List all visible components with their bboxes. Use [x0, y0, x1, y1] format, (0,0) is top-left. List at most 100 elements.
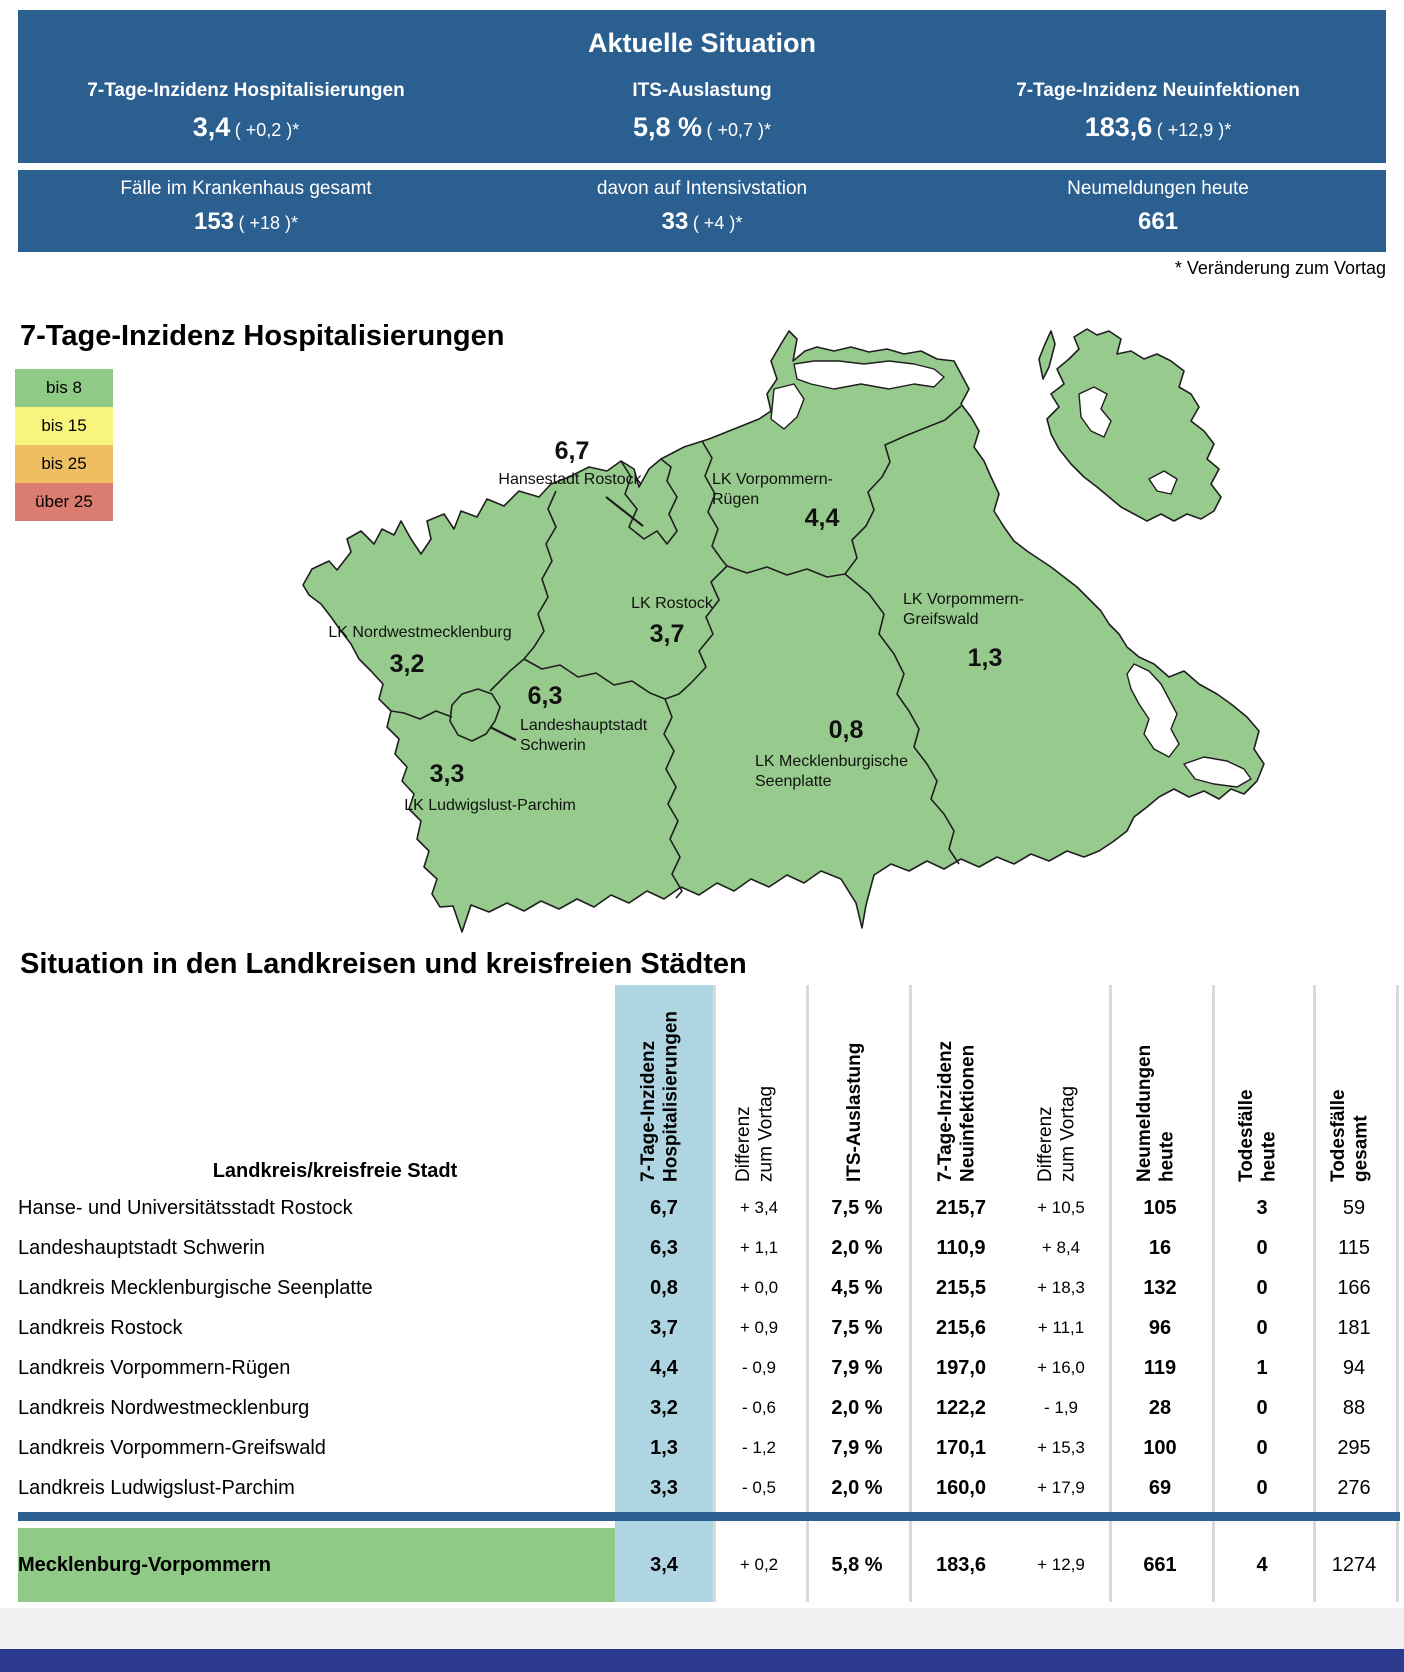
- stat-delta: ( +0,2 )*: [234, 120, 300, 140]
- col-header-deaths-today: Todesfälle heute: [1236, 1089, 1280, 1182]
- bottom-gray-band: [0, 1608, 1404, 1649]
- border-rostock-ludwigslust: [523, 658, 666, 700]
- cell-neu-inz: 170,1: [935, 1437, 987, 1459]
- map-label-schwerin: Landeshauptstadt Schwerin: [520, 717, 648, 754]
- col-header-deaths-total: Todesfälle gesamt: [1328, 1089, 1372, 1182]
- stat-value: 33 ( +4 )*: [474, 208, 930, 236]
- table-row: Landkreis Rostock 3,7 + 0,9 7,5 % 215,6 …: [0, 1308, 1404, 1348]
- stat-value: 3,4 ( +0,2 )*: [18, 112, 474, 143]
- cell-neu-inz: 183,6: [935, 1554, 987, 1576]
- legend-item-yellow: bis 15: [15, 407, 113, 445]
- map-label-vorpommern-greifswald: LK Vorpommern- Greifswald: [903, 591, 1024, 628]
- map-label-ludwigslust-parchim: LK Ludwigslust-Parchim: [404, 797, 576, 814]
- column-divider: [1313, 985, 1316, 1602]
- border-ludwigslust-seenplatte: [663, 698, 683, 899]
- border-ruegen-seenplatte: [726, 565, 846, 578]
- border-ruegen-greifswald: [844, 405, 962, 575]
- cell-neu-diff: + 15,3: [1037, 1438, 1085, 1457]
- cell-neu-diff: + 11,1: [1037, 1318, 1085, 1337]
- cell-its: 2,0 %: [831, 1237, 883, 1259]
- map-value-seenplatte: 0,8: [828, 716, 864, 744]
- row-region: Landkreis Mecklenburgische Seenplatte: [18, 1277, 373, 1299]
- legend-item-orange: bis 25: [15, 445, 113, 483]
- cell-tode-heute: 4: [1256, 1554, 1268, 1576]
- total-row-highlight: [18, 1528, 615, 1602]
- pointer-line-rostock: [605, 496, 644, 527]
- map-svg: [302, 328, 1265, 933]
- stat-number: 661: [1137, 208, 1179, 235]
- cell-tode-gesamt: 59: [1342, 1197, 1366, 1219]
- cell-hosp-diff: + 0,9: [739, 1318, 779, 1337]
- stat-value: 153 ( +18 )*: [18, 208, 474, 236]
- col-header-hosp-diff: Differenz zum Vortag: [733, 1085, 777, 1182]
- cell-hosp: 4,4: [650, 1357, 678, 1379]
- map-label-seenplatte: LK Mecklenburgische Seenplatte: [755, 753, 908, 790]
- cell-its: 2,0 %: [831, 1477, 883, 1499]
- cell-its: 2,0 %: [831, 1397, 883, 1419]
- col-header-icu-load: ITS-Auslastung: [844, 1042, 865, 1182]
- stat-label: 7-Tage-Inzidenz Neuinfektionen: [1016, 80, 1300, 101]
- current-situation-panel-row2: Fälle im Krankenhaus gesamt 153 ( +18 )*…: [18, 170, 1386, 252]
- cell-tode-heute: 0: [1256, 1317, 1268, 1339]
- cell-its: 7,9 %: [831, 1357, 883, 1379]
- cell-tode-gesamt: 276: [1337, 1477, 1371, 1499]
- cell-its: 7,5 %: [831, 1317, 883, 1339]
- stat-label: Neumeldungen heute: [1067, 178, 1249, 199]
- cell-neumeld: 105: [1143, 1197, 1177, 1219]
- column-divider: [1109, 985, 1112, 1602]
- map-value-ludwigslust-parchim: 3,3: [429, 760, 465, 788]
- stat-number: 33: [661, 208, 689, 235]
- table-total-row: Mecklenburg-Vorpommern 3,4 + 0,2 5,8 % 1…: [0, 1528, 1404, 1602]
- cell-neu-inz: 215,7: [935, 1197, 987, 1219]
- border-seenplatte-greifswald: [844, 573, 960, 865]
- cell-neu-diff: + 16,0: [1037, 1358, 1085, 1377]
- table-row: Hanse- und Universitätsstadt Rostock 6,7…: [0, 1188, 1404, 1228]
- stat-delta: ( +12,9 )*: [1156, 120, 1232, 140]
- row-header-label: Landkreis/kreisfreie Stadt: [212, 1160, 458, 1182]
- cell-its: 5,8 %: [831, 1554, 883, 1576]
- col-header-infection-incidence: 7-Tage-Inzidenz Neuinfektionen: [935, 1040, 979, 1182]
- map-label-nordwestmecklenburg: LK Nordwestmecklenburg: [328, 624, 512, 641]
- map-bodden-jasmund: [1078, 386, 1112, 438]
- cell-hosp-diff: + 3,4: [739, 1198, 779, 1217]
- row-region: Landkreis Rostock: [18, 1317, 183, 1339]
- cell-tode-gesamt: 115: [1338, 1237, 1370, 1259]
- border-nwm-schwerin: [489, 658, 525, 692]
- cell-hosp: 3,4: [650, 1554, 678, 1576]
- map-value-nordwestmecklenburg: 3,2: [389, 650, 425, 678]
- cell-hosp-diff: - 0,6: [741, 1398, 777, 1417]
- cell-neu-inz: 122,2: [935, 1397, 987, 1419]
- stat-number: 153: [193, 208, 235, 235]
- cell-hosp: 0,8: [650, 1277, 678, 1299]
- cell-tode-heute: 0: [1256, 1277, 1268, 1299]
- map-hiddensee-island: [1038, 330, 1056, 380]
- border-rostock-seenplatte: [664, 565, 728, 700]
- cell-neu-inz: 215,6: [935, 1317, 987, 1339]
- table-row: Landkreis Mecklenburgische Seenplatte 0,…: [0, 1268, 1404, 1308]
- cell-tode-heute: 3: [1256, 1197, 1268, 1219]
- cell-tode-gesamt: 1274: [1331, 1554, 1377, 1576]
- cell-tode-heute: 0: [1256, 1437, 1268, 1459]
- choropleth-map: 6,7 Hansestadt Rostock LK Vorpommern- Rü…: [280, 320, 1300, 945]
- cell-hosp: 6,3: [650, 1237, 678, 1259]
- column-divider: [806, 985, 809, 1602]
- total-region: Mecklenburg-Vorpommern: [18, 1554, 271, 1576]
- border-schwerin-enclave: [449, 688, 501, 742]
- cell-hosp-diff: + 0,0: [739, 1278, 779, 1297]
- panel-title: Aktuelle Situation: [587, 28, 817, 58]
- stat-new-infections: 7-Tage-Inzidenz Neuinfektionen 183,6 ( +…: [930, 10, 1386, 163]
- border-nwm-ludwigslust: [390, 710, 453, 720]
- cell-neumeld: 100: [1143, 1437, 1177, 1459]
- cell-hosp: 3,2: [650, 1397, 678, 1419]
- stat-delta: ( +0,7 )*: [706, 120, 772, 140]
- cell-neu-inz: 215,5: [935, 1277, 987, 1299]
- table-row: Landkreis Vorpommern-Rügen 4,4 - 0,9 7,9…: [0, 1348, 1404, 1388]
- cell-neumeld: 28: [1148, 1397, 1172, 1419]
- row-region: Landkreis Nordwestmecklenburg: [18, 1397, 310, 1419]
- cell-tode-gesamt: 88: [1342, 1397, 1366, 1419]
- cell-neumeld: 119: [1143, 1357, 1177, 1379]
- cell-tode-heute: 0: [1256, 1477, 1268, 1499]
- cell-tode-gesamt: 94: [1342, 1357, 1366, 1379]
- cell-neumeld: 132: [1143, 1277, 1177, 1299]
